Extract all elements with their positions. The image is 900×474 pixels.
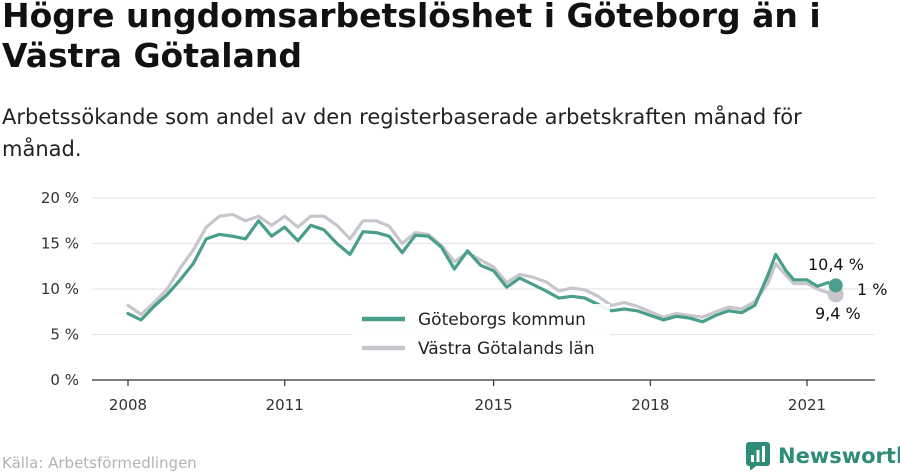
x-tick-label: 2015 (475, 396, 513, 414)
annotation-vastra-value: 9,4 % (815, 304, 861, 323)
y-tick-label: 10 % (41, 280, 79, 298)
y-tick-label: 5 % (50, 326, 79, 344)
annotation-partial-value: 1 % (857, 280, 887, 299)
newsworthy-logo-icon (746, 442, 770, 470)
y-tick-label: 15 % (41, 235, 79, 253)
chart-subtitle: Arbetssökande som andel av den registerb… (2, 105, 802, 161)
brand-logo[interactable]: Newsworthy (746, 441, 900, 471)
annotation-goteborg-value: 10,4 % (808, 255, 864, 274)
source-note: Källa: Arbetsförmedlingen (2, 454, 197, 472)
y-tick-label: 0 % (50, 371, 79, 389)
x-tick-label: 2021 (788, 396, 826, 414)
y-axis-ticks: 0 % 5 % 10 % 15 % 20 % (41, 189, 79, 389)
endpoint-dot-goteborg (828, 278, 843, 293)
annotations: 10,4 % 1 % 9,4 % (808, 255, 887, 323)
legend: Göteborgs kommun Västra Götalands län (352, 304, 610, 364)
legend-background (352, 304, 610, 364)
y-tick-label: 20 % (41, 189, 79, 207)
x-tick-label: 2011 (266, 396, 304, 414)
legend-label: Göteborgs kommun (418, 310, 586, 330)
series-line-goteborg (126, 219, 838, 324)
x-tick-label: 2018 (631, 396, 669, 414)
chart-title: Högre ungdomsarbetslöshet i Göteborg än … (2, 0, 821, 75)
x-tick-label: 2008 (109, 396, 147, 414)
series-lines (126, 212, 844, 324)
legend-label: Västra Götalands län (418, 339, 595, 359)
brand-name: Newsworthy (778, 444, 900, 468)
series-line-vastra (126, 212, 838, 319)
x-axis: 2008 2011 2015 2018 2021 (92, 379, 875, 414)
